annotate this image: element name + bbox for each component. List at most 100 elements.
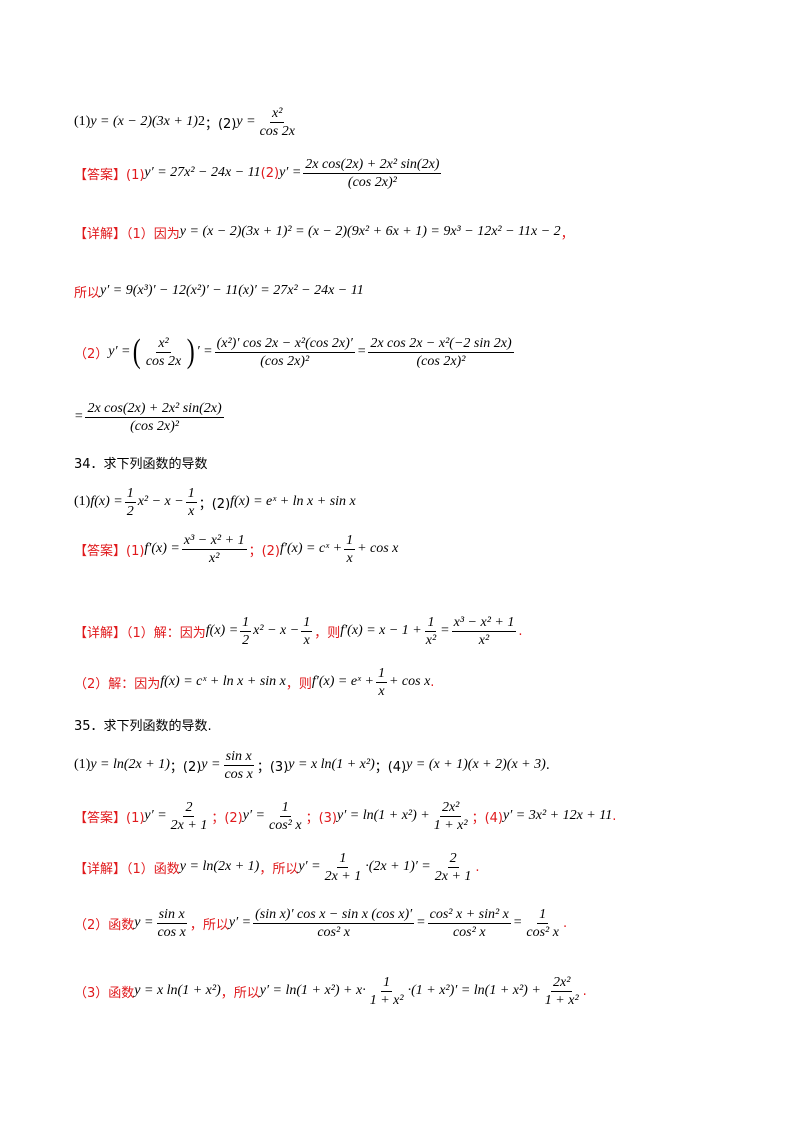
fraction-numerator: sin x [223, 748, 254, 766]
math-run: y = x ln(1 + x²) [288, 757, 375, 772]
math-run: (1) [74, 494, 91, 509]
math-run: y = (x − 2)(3x + 1) [90, 114, 198, 129]
q35-title-line: 35．求下列函数的导数. [74, 714, 212, 734]
math-run: ′ = [196, 344, 213, 359]
fraction: 1 2x + 1 [323, 850, 364, 885]
math-run: y = ln(2x + 1) [90, 757, 170, 772]
math-run: (1) [74, 757, 91, 772]
math-run: y = (x + 1)(x + 2)(x + 3) [406, 757, 546, 772]
fraction-numerator: 1 [381, 974, 393, 992]
fraction-denominator: (cos 2x)² [416, 353, 466, 369]
math-run: y′ = [279, 165, 302, 180]
fraction: sin x cos x [155, 906, 187, 941]
q34-answer-line: 【答案】(1) f′(x) = x³ − x² + 1 x² ；(2) f′(x) … [74, 528, 398, 570]
text-run: ；(2) [211, 810, 243, 826]
fraction-denominator: x [378, 683, 385, 699]
math-run: = [74, 409, 84, 424]
q35-detail-2-line: （2）函数 y = sin x cos x ，所以 y′ = (sin x)′ cos … [74, 900, 567, 946]
text-run: ， [560, 226, 574, 242]
text-run: （2）解：因为 [74, 676, 161, 692]
text-run: ；(3) [256, 759, 289, 775]
large-paren: ( [132, 333, 141, 370]
fraction-numerator: cos² x + sin² x [427, 906, 511, 924]
fraction-denominator: cos x [157, 924, 186, 940]
q33-detail-2-line: （2） y′ = (x² cos 2x) ′ = (x²)′ cos 2x − x²(… [74, 330, 516, 374]
fraction-denominator: x [188, 503, 195, 519]
fraction-numerator: 1 [124, 485, 136, 503]
fraction-numerator: 2x² [439, 799, 462, 817]
fraction-numerator: 1 [279, 799, 291, 817]
q33-detail-1-line: 【详解】（1）因为 y = (x − 2)(3x + 1)² = (x − 2)(… [74, 220, 574, 244]
q33-detail-1b-line: 所以 y′ = 9(x³)′ − 12(x²)′ − 11(x)′ = 27x² … [74, 278, 364, 304]
fraction-denominator: cos² x [317, 924, 350, 940]
math-run: x² − x − [137, 494, 184, 509]
large-paren: ) [186, 333, 195, 370]
q33-detail-2b-line: = 2x cos(2x) + 2x² sin(2x) (cos 2x)² [74, 396, 226, 438]
fraction-numerator: sin x [156, 906, 187, 924]
fraction-denominator: cos² x [452, 924, 486, 940]
fraction-numerator: 1 [337, 850, 349, 868]
fraction-denominator: x² [425, 632, 437, 648]
text-run: 【答案】(1) [74, 810, 145, 826]
q33-parts-line: (1) y = (x − 2)(3x + 1) 2 ；(2) y = x² cos 2… [74, 105, 295, 139]
text-run: ，则 [285, 676, 312, 692]
fraction-numerator: 1 [301, 614, 313, 632]
text-run: ，所以 [220, 985, 260, 1001]
fraction: 1 cos² x [524, 906, 561, 941]
math-run: f(x) = cˣ + ln x + sin x [160, 674, 286, 689]
math-run: + cos x [388, 674, 431, 689]
fraction: x³ − x² + 1 x² [451, 614, 517, 649]
fraction: 2 2x + 1 [169, 799, 210, 834]
text-run: 所以 [74, 285, 101, 301]
text-run: （2）函数 [74, 917, 135, 933]
math-run: y′ = ln(1 + x²) + x· [259, 983, 366, 998]
q34-parts-line: (1) f(x) = 1 2 x² − x − 1 x ；(2) f(x) = eˣ +… [74, 482, 356, 522]
math-run: f′(x) = cˣ + [280, 541, 343, 556]
fraction-denominator: x² [478, 632, 490, 648]
math-run: y′ = [242, 808, 265, 823]
fraction-numerator: 1 [344, 532, 356, 550]
math-run: y′ = [108, 344, 131, 359]
text-run: . [475, 859, 480, 875]
math-run: y′ = 9(x³)′ − 12(x²)′ − 11(x)′ = 27x² − … [100, 283, 364, 298]
text-run: 【详解】（1）函数 [74, 861, 180, 877]
fraction-numerator: 1 [375, 665, 387, 683]
fraction-denominator: 2 [242, 632, 250, 648]
text-run: ；(3) [305, 810, 337, 826]
text-run: ；(4) [374, 759, 407, 775]
math-run: + cos x [357, 541, 399, 556]
text-run: 【答案】(1) [74, 167, 145, 183]
math-run: ·(2x + 1)′ = [365, 859, 431, 874]
text-run: ；(2) [204, 116, 237, 132]
math-run: y = ln(2x + 1) [179, 859, 260, 874]
text-run: 【详解】（1）因为 [74, 226, 180, 242]
fraction-denominator: x [303, 632, 310, 648]
math-run: y = x ln(1 + x²) [134, 983, 221, 998]
q33-answer-line: 【答案】(1) y′ = 27x² − 24x − 11 (2) y′ = 2x … [74, 152, 443, 194]
fraction-denominator: (cos 2x)² [260, 353, 310, 369]
text-run: 35．求下列函数的导数. [74, 718, 212, 734]
fraction: (x²)′ cos 2x − x²(cos 2x)′ (cos 2x)² [214, 335, 355, 370]
fraction: 2x² 1 + x² [432, 799, 470, 834]
fraction-denominator: 1 + x² [369, 992, 404, 1008]
text-run: 【答案】(1) [74, 543, 145, 559]
math-run: f(x) = eˣ + ln x + sin x [230, 494, 356, 509]
fraction-denominator: x [346, 550, 353, 566]
fraction-denominator: 2x + 1 [324, 868, 362, 884]
q35-detail-1-line: 【详解】（1）函数 y = ln(2x + 1) ，所以 y′ = 1 2x + 1 ·(… [74, 846, 480, 888]
math-run: y′ = ln(1 + x²) + [336, 808, 430, 823]
fraction: 2x cos(2x) + 2x² sin(2x) (cos 2x)² [85, 400, 224, 435]
fraction-denominator: 2 [126, 503, 134, 519]
q34-title-line: 34．求下列函数的导数 [74, 452, 208, 472]
fraction-denominator: (cos 2x)² [130, 418, 179, 434]
text-run: 34．求下列函数的导数 [74, 456, 208, 472]
text-run: . [518, 623, 523, 639]
fraction: x² cos 2x [144, 335, 183, 370]
math-run: y′ = [144, 808, 167, 823]
math-run: y′ = 27x² − 24x − 11 [144, 165, 261, 180]
text-run: . [562, 915, 568, 931]
